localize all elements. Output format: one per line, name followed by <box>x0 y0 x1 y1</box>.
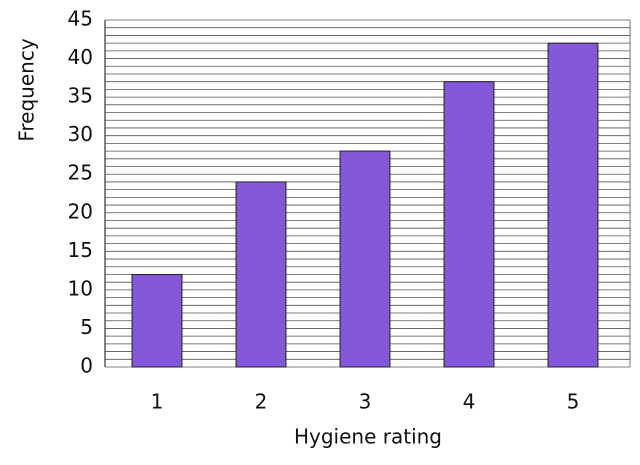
y-tick-label: 25 <box>68 161 93 185</box>
x-tick-label: 4 <box>463 390 476 414</box>
y-axis-label: Frequency <box>15 38 39 141</box>
x-axis-label: Hygiene rating <box>294 425 442 449</box>
bar <box>443 81 495 368</box>
x-tick-label: 2 <box>255 390 268 414</box>
y-tick-label: 45 <box>68 7 93 31</box>
y-tick-label: 10 <box>68 276 93 300</box>
x-tick-label: 1 <box>151 390 164 414</box>
bar <box>131 273 183 368</box>
bar <box>339 150 391 368</box>
y-tick-label: 15 <box>68 238 93 262</box>
y-tick-label: 30 <box>68 122 93 146</box>
bar <box>547 42 599 368</box>
y-tick-label: 20 <box>68 199 93 223</box>
y-tick-label: 35 <box>68 84 93 108</box>
y-tick-label: 5 <box>80 315 93 339</box>
y-tick-label: 40 <box>68 45 93 69</box>
y-tick-label: 0 <box>80 354 93 378</box>
x-tick-label: 3 <box>359 390 372 414</box>
x-tick-label: 5 <box>567 390 580 414</box>
bar <box>235 181 287 368</box>
